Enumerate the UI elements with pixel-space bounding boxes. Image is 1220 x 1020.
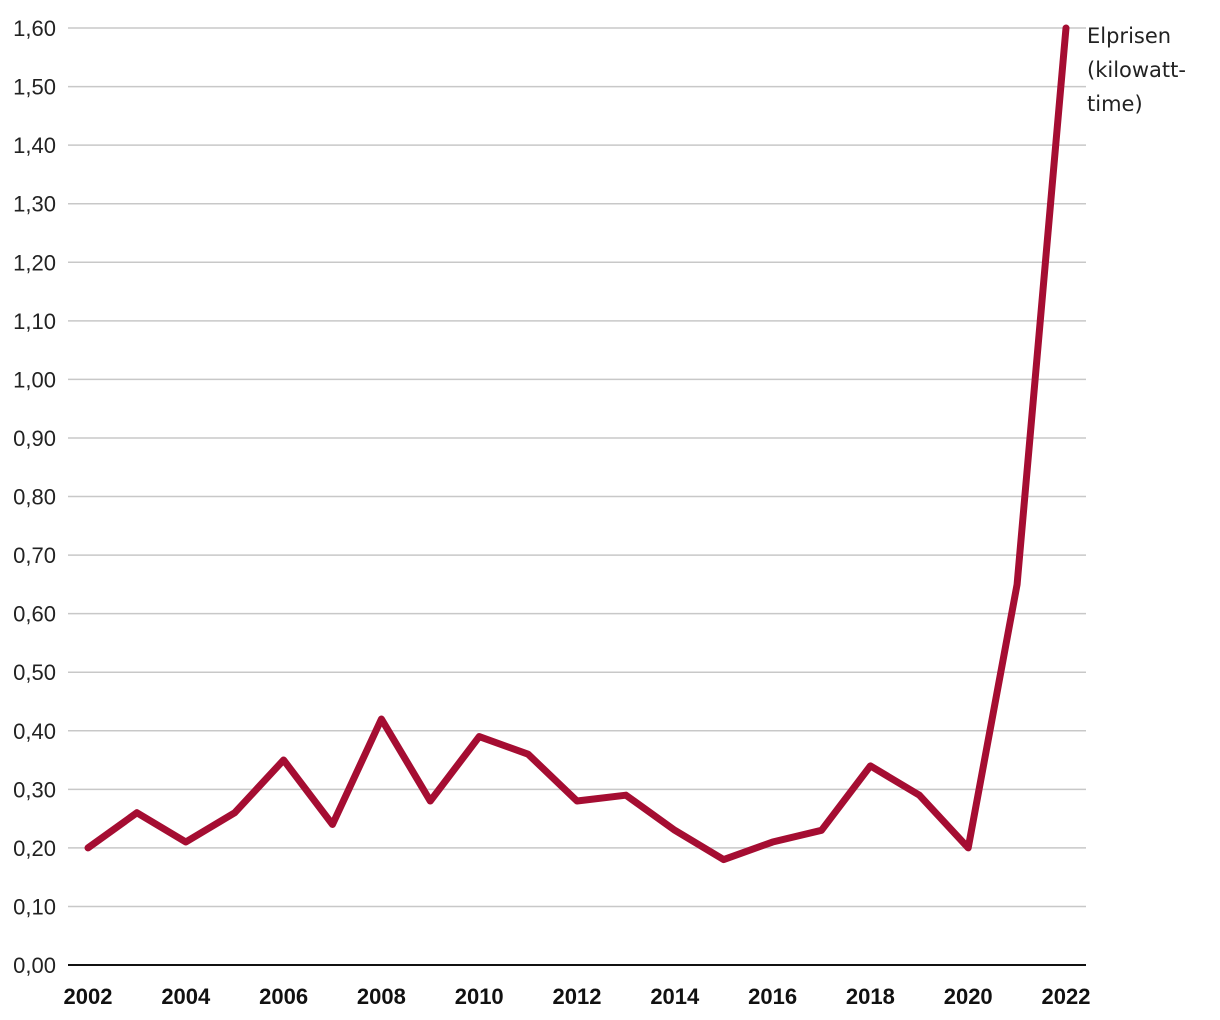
- series-line: [84, 24, 1070, 864]
- y-tick-label: 0,00: [13, 953, 56, 978]
- series-group: [84, 24, 1070, 864]
- gridlines: [68, 27, 1086, 908]
- y-tick-label: 0,50: [13, 660, 56, 685]
- y-tick-label: 1,50: [13, 75, 56, 100]
- x-tick-label: 2018: [846, 984, 895, 1009]
- x-tick-label: 2020: [944, 984, 993, 1009]
- y-tick-label: 1,10: [13, 309, 56, 334]
- y-tick-label: 0,70: [13, 543, 56, 568]
- series-label: Elprisen (kilowatt-time): [1087, 24, 1186, 116]
- y-tick-label: 0,40: [13, 719, 56, 744]
- y-tick-label: 0,90: [13, 426, 56, 451]
- series-label-line: time): [1087, 92, 1143, 116]
- y-tick-label: 0,10: [13, 894, 56, 919]
- series-label-line: Elprisen: [1087, 24, 1171, 48]
- y-axis-tick-labels: 0,00 0,10 0,20 0,30 0,40 0,50 0,60 0,70 0,80 0,90…: [13, 16, 56, 978]
- x-tick-label: 2022: [1042, 984, 1091, 1009]
- y-tick-label: 1,60: [13, 16, 56, 41]
- x-tick-label: 2006: [259, 984, 308, 1009]
- y-tick-label: 0,30: [13, 777, 56, 802]
- y-tick-label: 1,40: [13, 133, 56, 158]
- y-tick-label: 0,80: [13, 485, 56, 510]
- x-tick-label: 2002: [64, 984, 113, 1009]
- y-tick-label: 0,20: [13, 836, 56, 861]
- x-tick-label: 2004: [161, 984, 211, 1009]
- x-tick-label: 2008: [357, 984, 406, 1009]
- y-tick-label: 1,00: [13, 367, 56, 392]
- x-tick-label: 2012: [553, 984, 602, 1009]
- x-tick-label: 2010: [455, 984, 504, 1009]
- y-tick-label: 1,30: [13, 192, 56, 217]
- x-tick-label: 2016: [748, 984, 797, 1009]
- y-tick-label: 1,20: [13, 250, 56, 275]
- x-axis-tick-labels: 2002 2004 2006 2008 2010 2012 2014 2016 2018 2020…: [64, 984, 1091, 1009]
- series-label-line: (kilowatt-: [1087, 58, 1186, 82]
- y-tick-label: 0,60: [13, 602, 56, 627]
- x-tick-label: 2014: [650, 984, 700, 1009]
